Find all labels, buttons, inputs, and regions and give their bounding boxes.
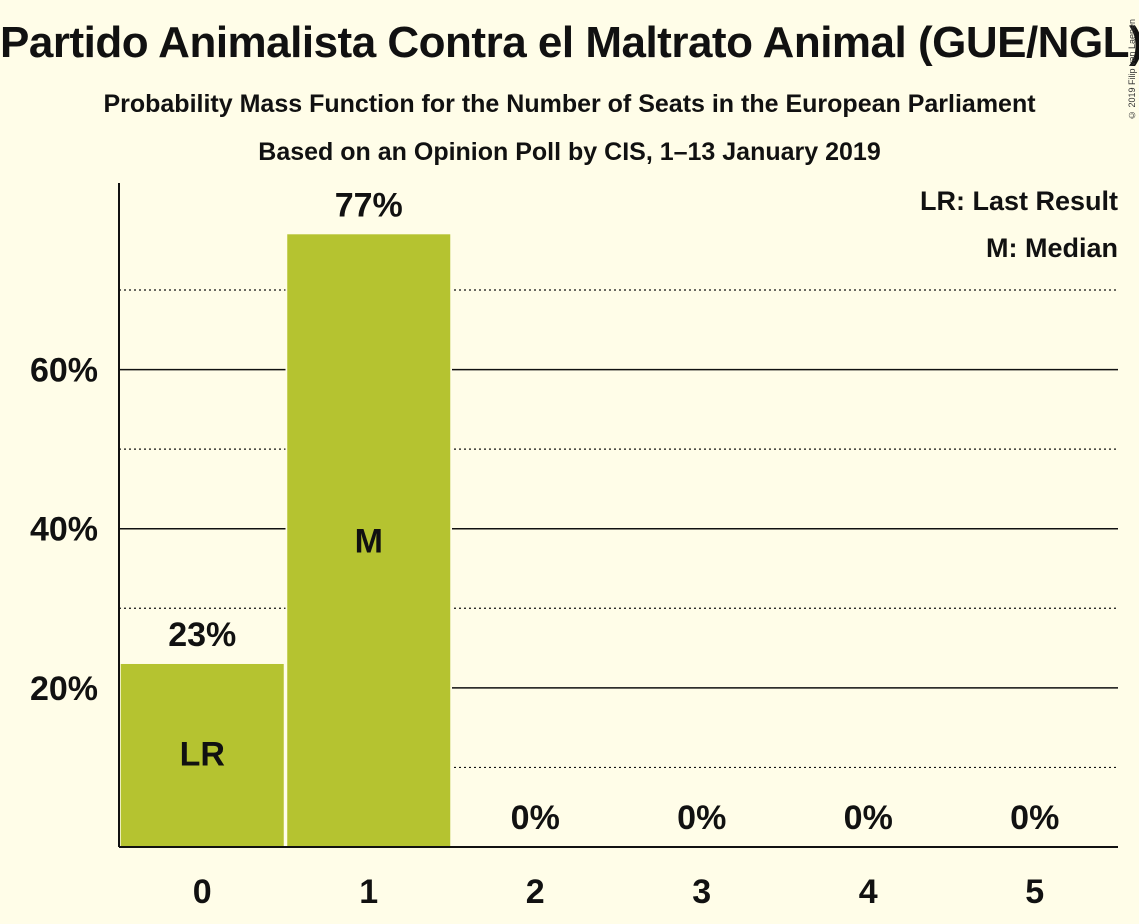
value-label-2: 0%	[511, 799, 560, 837]
y-tick-label: 60%	[30, 352, 98, 390]
legend-last-result: LR: Last Result	[920, 186, 1118, 216]
x-tick-label-1: 1	[359, 873, 378, 911]
y-tick-label: 20%	[30, 670, 98, 708]
bar-1	[287, 234, 451, 848]
legend-median: M: Median	[986, 233, 1118, 263]
bar-0	[120, 663, 284, 847]
x-tick-label-3: 3	[692, 873, 711, 911]
y-tick-label: 40%	[30, 511, 98, 549]
x-tick-label-0: 0	[193, 873, 212, 911]
x-tick-label-2: 2	[526, 873, 545, 911]
value-label-5: 0%	[1010, 799, 1059, 837]
bar-mark-m: M	[355, 523, 383, 561]
x-tick-label-5: 5	[1025, 873, 1044, 911]
chart-source: Based on an Opinion Poll by CIS, 1–13 Ja…	[258, 138, 881, 166]
chart-subtitle: Probability Mass Function for the Number…	[103, 90, 1036, 118]
value-label-3: 0%	[677, 799, 726, 837]
value-label-1: 77%	[335, 186, 403, 224]
value-label-4: 0%	[844, 799, 893, 837]
value-label-0: 23%	[168, 616, 236, 654]
bar-mark-lr: LR	[180, 735, 225, 773]
x-tick-label-4: 4	[859, 873, 878, 911]
chart-title: Partido Animalista Contra el Maltrato An…	[0, 18, 1139, 67]
